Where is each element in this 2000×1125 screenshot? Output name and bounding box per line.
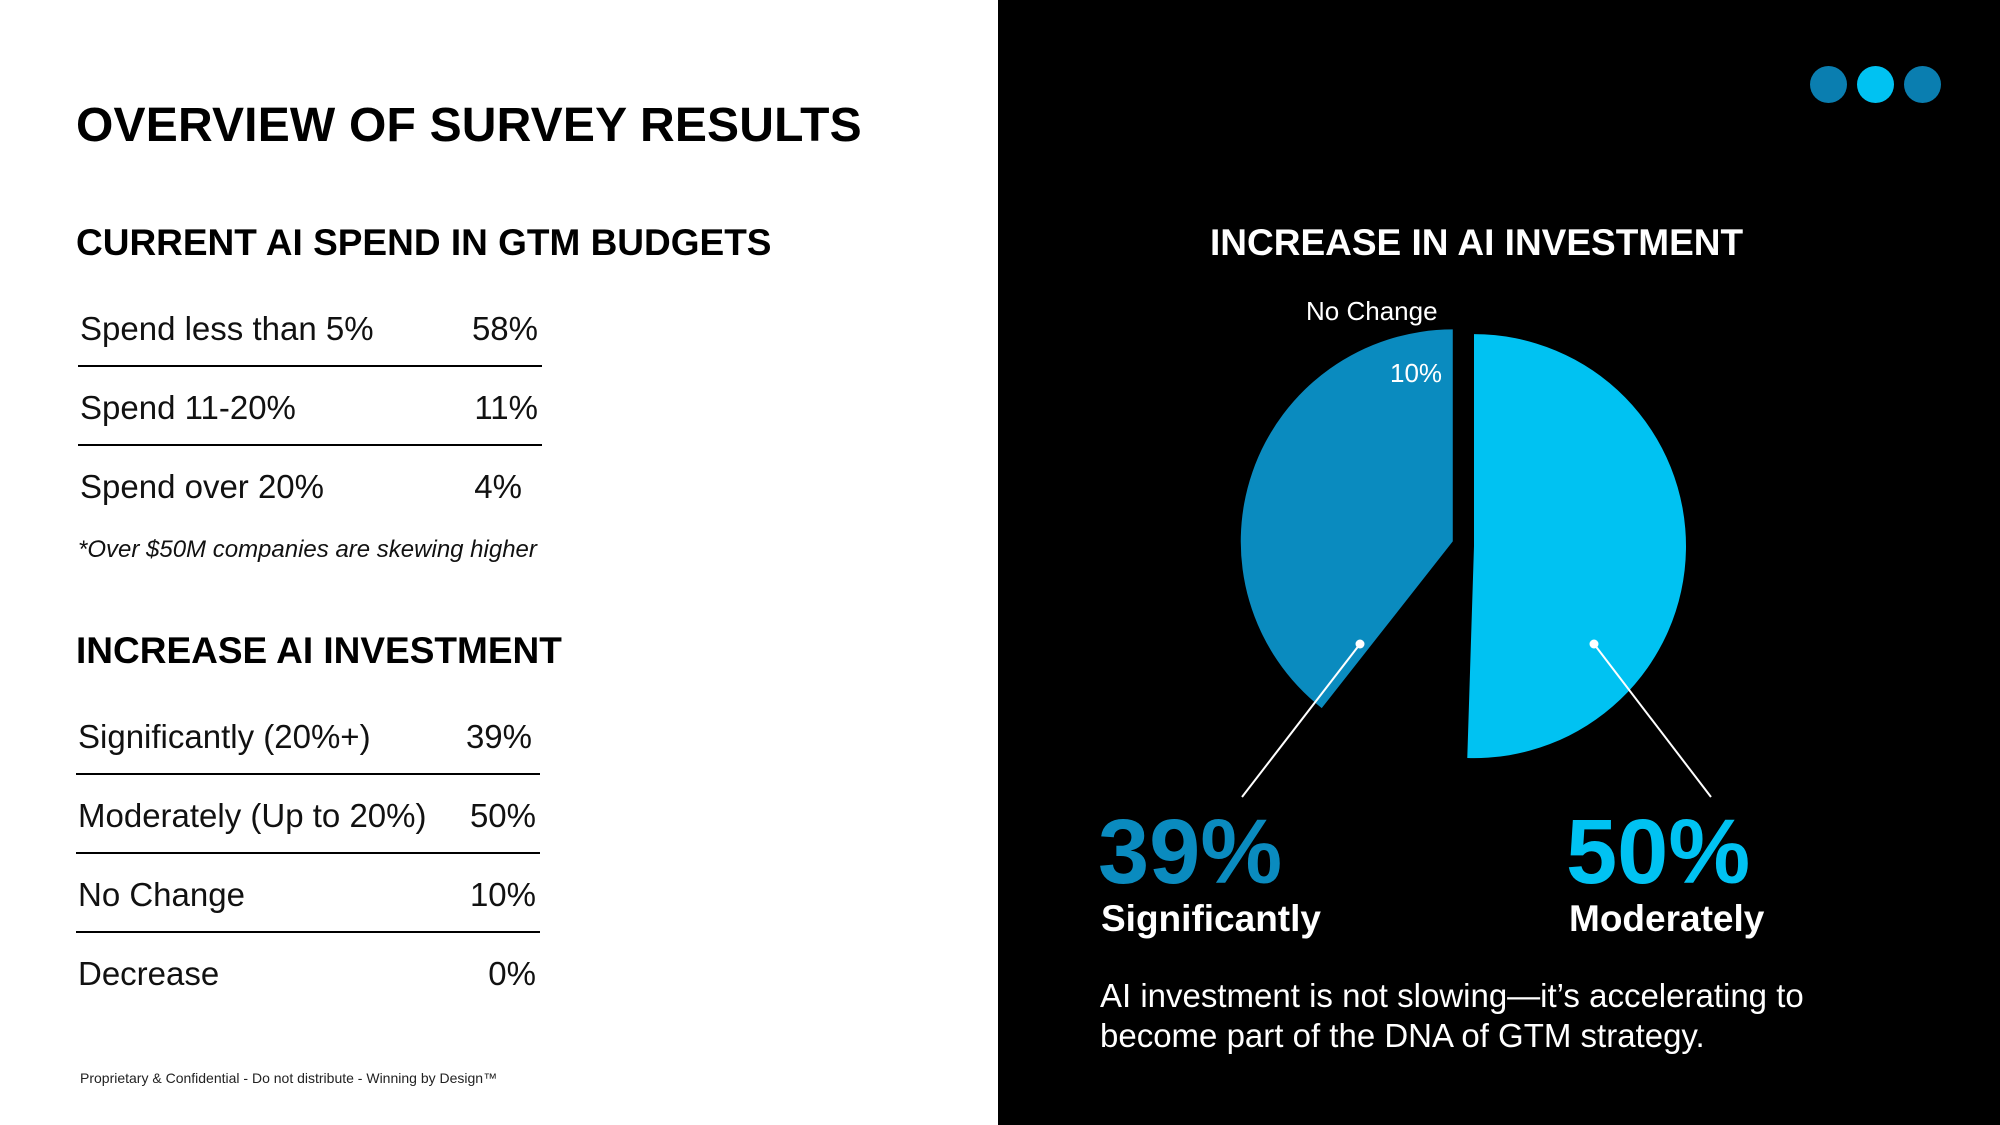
- confidential-footer: Proprietary & Confidential - Do not dist…: [80, 1070, 498, 1086]
- moderately-leader-dot: [1589, 639, 1599, 649]
- table-row: No Change 10%: [76, 854, 540, 933]
- table-row: Spend less than 5% 58%: [78, 288, 542, 367]
- row-label: Spend over 20%: [80, 468, 325, 505]
- left-panel: OVERVIEW OF SURVEY RESULTS CURRENT AI SP…: [0, 0, 998, 1125]
- table-row: Significantly (20%+) 39%: [76, 696, 540, 775]
- pie-chart: [1240, 329, 1712, 798]
- significantly-label: Significantly: [1101, 898, 1321, 939]
- leader-lines: [1241, 639, 1712, 798]
- row-value: 50%: [469, 797, 536, 834]
- spend-footnote: *Over $50M companies are skewing higher: [78, 536, 537, 563]
- row-value: 10%: [469, 876, 536, 913]
- dot-dark-icon: [1810, 66, 1847, 103]
- no-change-label: No Change: [1306, 296, 1438, 326]
- investment-section-title: INCREASE AI INVESTMENT: [76, 630, 562, 671]
- dot-light-icon: [1857, 66, 1894, 103]
- dot-dark-icon: [1904, 66, 1941, 103]
- row-value: 4%: [474, 468, 522, 505]
- row-value: 11%: [474, 389, 538, 426]
- moderately-label: Moderately: [1569, 898, 1765, 939]
- investment-table: Significantly (20%+) 39% Moderately (Up …: [76, 696, 540, 1012]
- row-label: Moderately (Up to 20%): [78, 797, 427, 834]
- takeaway-text: AI investment is not slowing—it’s accele…: [1100, 977, 1804, 1054]
- chart-title: INCREASE IN AI INVESTMENT: [1210, 222, 1744, 263]
- table-row: Decrease 0%: [76, 933, 540, 1012]
- pie-slice-no-change: [1334, 546, 1466, 758]
- pie-slices: [1240, 329, 1686, 759]
- nav-dots: [1810, 66, 1942, 104]
- row-label: Significantly (20%+): [78, 718, 371, 755]
- no-change-pct: 10%: [1390, 358, 1443, 388]
- row-value: 0%: [488, 955, 536, 992]
- row-label: No Change: [78, 876, 245, 913]
- significantly-pct: 39%: [1098, 801, 1283, 903]
- page-title: OVERVIEW OF SURVEY RESULTS: [76, 99, 862, 152]
- table-row: Spend over 20% 4%: [78, 446, 542, 525]
- spend-section-title: CURRENT AI SPEND IN GTM BUDGETS: [76, 222, 772, 263]
- pie-slice-significantly: [1240, 329, 1453, 709]
- pie-slice-moderately: [1467, 334, 1686, 759]
- moderately-pct: 50%: [1566, 801, 1751, 903]
- significantly-leader-dot: [1355, 639, 1365, 649]
- table-row: Moderately (Up to 20%) 50%: [76, 775, 540, 854]
- row-label: Spend 11-20%: [80, 389, 296, 426]
- significantly-leader-line: [1241, 643, 1361, 798]
- row-value: 39%: [465, 718, 532, 755]
- row-label: Spend less than 5%: [80, 310, 374, 347]
- row-label: Decrease: [78, 955, 220, 992]
- table-row: Spend 11-20% 11%: [78, 367, 542, 446]
- spend-table: Spend less than 5% 58% Spend 11-20% 11% …: [78, 288, 542, 525]
- row-value: 58%: [471, 310, 538, 347]
- moderately-leader-line: [1593, 643, 1712, 798]
